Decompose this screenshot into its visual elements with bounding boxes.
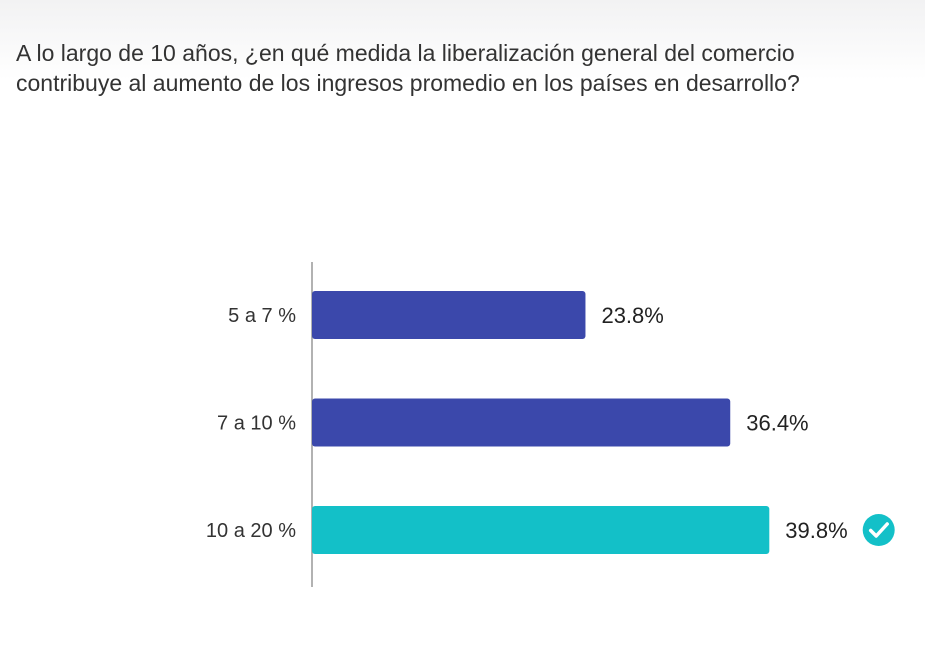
bar	[312, 291, 586, 339]
bars-group: 5 a 7 % 23.8% 7 a 10 % 36.4% 10 a 20 % 39.8%	[206, 291, 895, 554]
question-title: A lo largo de 10 años, ¿en qué medida la…	[16, 40, 800, 96]
value-label: 23.8%	[601, 303, 663, 328]
bar-correct	[312, 506, 770, 554]
category-label: 5 a 7 %	[228, 305, 296, 327]
category-label: 7 a 10 %	[217, 413, 296, 435]
value-label: 36.4%	[746, 411, 808, 436]
bar	[312, 398, 731, 447]
check-circle-icon	[862, 514, 895, 546]
category-label: 10 a 20 %	[206, 520, 296, 542]
value-label: 39.8%	[785, 518, 847, 543]
